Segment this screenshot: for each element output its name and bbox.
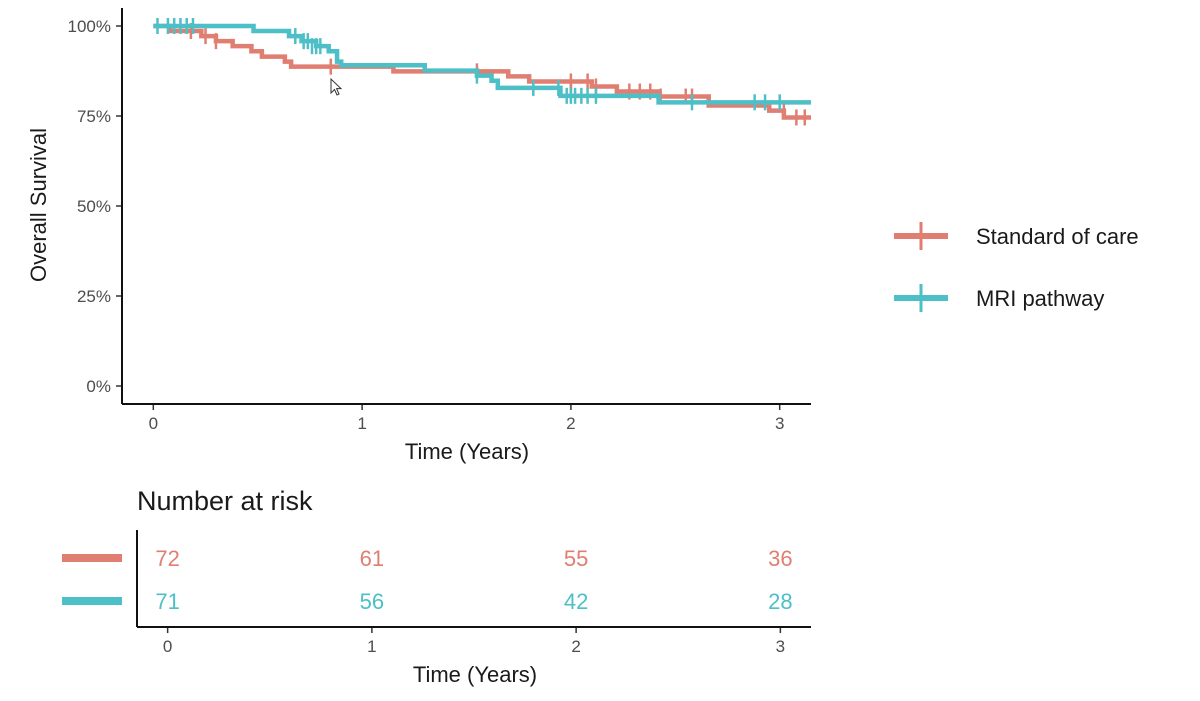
risk-table: Number at risk 72 61 55 36 71 56 42 28 0 1 2 3 Tim… (62, 486, 811, 687)
risk-table-rows: 72 61 55 36 71 56 42 28 (62, 546, 793, 614)
legend-item-mri: MRI pathway (894, 284, 1104, 312)
risk-value: 72 (155, 546, 179, 571)
x-tick-label: 0 (149, 414, 158, 433)
legend-label: MRI pathway (976, 286, 1104, 311)
risk-table-title: Number at risk (137, 486, 313, 516)
legend-label: Standard of care (976, 224, 1139, 249)
risk-row-mri: 71 56 42 28 (62, 589, 793, 614)
x-axis-title: Time (Years) (405, 439, 529, 464)
risk-x-tick-label: 2 (571, 637, 580, 656)
risk-value: 55 (564, 546, 588, 571)
risk-x-tick-label: 1 (367, 637, 376, 656)
survival-curve-line (153, 23, 811, 105)
y-tick-label: 100% (68, 17, 111, 36)
y-tick-label: 25% (77, 287, 111, 306)
series-mri (153, 18, 811, 111)
risk-x-tick-label: 3 (776, 637, 785, 656)
risk-x-axis-ticks: 0 1 2 3 (163, 627, 785, 656)
risk-value: 28 (768, 589, 792, 614)
x-axis-ticks: 0 1 2 3 (149, 404, 784, 433)
risk-value: 42 (564, 589, 588, 614)
legend-item-standard: Standard of care (894, 222, 1139, 250)
risk-row-standard: 72 61 55 36 (62, 546, 793, 571)
risk-value: 71 (155, 589, 179, 614)
y-axis-ticks: 0% 25% 50% 75% 100% (68, 17, 122, 396)
survival-plot: 0% 25% 50% 75% 100% 0 1 2 3 Overall Survival Ti… (26, 8, 811, 464)
risk-x-tick-label: 0 (163, 637, 172, 656)
y-tick-label: 0% (86, 377, 111, 396)
risk-value: 61 (360, 546, 384, 571)
risk-value: 36 (768, 546, 792, 571)
y-tick-label: 75% (77, 107, 111, 126)
x-tick-label: 3 (775, 414, 784, 433)
survival-curves (153, 18, 811, 126)
mouse-cursor-icon (330, 77, 343, 96)
y-tick-label: 50% (77, 197, 111, 216)
y-axis-title: Overall Survival (26, 128, 51, 282)
risk-x-axis-title: Time (Years) (413, 662, 537, 687)
x-tick-label: 2 (566, 414, 575, 433)
risk-value: 56 (360, 589, 384, 614)
legend: Standard of care MRI pathway (894, 222, 1139, 312)
x-tick-label: 1 (357, 414, 366, 433)
